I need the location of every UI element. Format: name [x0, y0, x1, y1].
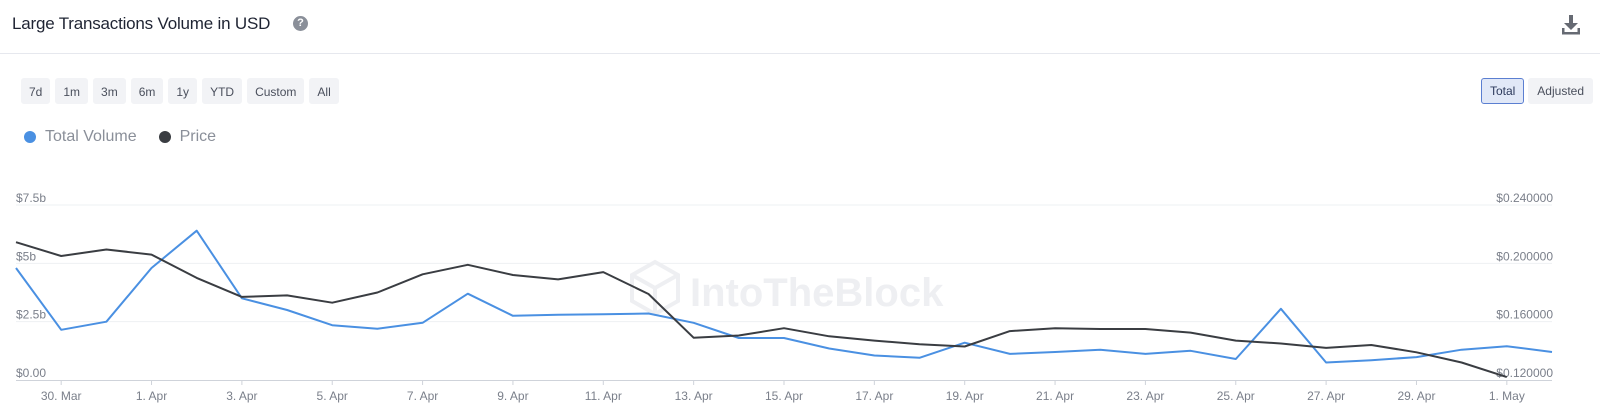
x-tick-label: 17. Apr — [855, 389, 893, 403]
chart-header: Large Transactions Volume in USD ? — [0, 0, 1600, 54]
x-tick-label: 25. Apr — [1217, 389, 1255, 403]
range-button-1m[interactable]: 1m — [55, 78, 89, 104]
price-line — [15, 241, 1508, 379]
download-icon[interactable] — [1561, 14, 1581, 36]
x-tick-label: 1. Apr — [136, 389, 167, 403]
y-left-tick-label: $7.5b — [16, 191, 46, 205]
legend-dot-total-volume — [24, 131, 36, 143]
range-button-7d[interactable]: 7d — [21, 78, 51, 104]
x-tick-label: 5. Apr — [317, 389, 348, 403]
watermark-text: IntoTheBlock — [690, 271, 944, 315]
x-tick-label: 3. Apr — [226, 389, 257, 403]
time-range-selector: 7d 1m 3m 6m 1y YTD Custom All — [21, 78, 339, 104]
x-tick-label: 19. Apr — [946, 389, 984, 403]
mode-button-adjusted[interactable]: Adjusted — [1528, 78, 1593, 104]
y-right-tick-label: $0.160000 — [1496, 308, 1553, 322]
grid-lines — [16, 204, 1552, 323]
y-right-tick-label: $0.200000 — [1496, 249, 1553, 263]
y-axis-right: $0.120000 $0.160000 $0.200000 $0.240000 — [1496, 191, 1553, 380]
y-axis-left: $0.00 $2.5b $5b $7.5b — [16, 191, 46, 380]
range-button-ytd[interactable]: YTD — [202, 78, 243, 104]
total-volume-line — [15, 229, 1553, 364]
y-left-tick-label: $5b — [16, 249, 36, 263]
legend-item-total-volume[interactable]: Total Volume — [24, 128, 137, 146]
y-left-tick-label: $0.00 — [16, 366, 46, 380]
y-left-tick-label: $2.5b — [16, 308, 46, 322]
range-button-3m[interactable]: 3m — [93, 78, 126, 104]
series-lines — [15, 229, 1553, 379]
question-circle-icon[interactable]: ? — [293, 16, 308, 31]
watermark: IntoTheBlock — [630, 259, 944, 317]
x-tick-label: 21. Apr — [1036, 389, 1074, 403]
mode-button-total[interactable]: Total — [1480, 78, 1525, 104]
x-tick-label: 13. Apr — [675, 389, 713, 403]
x-tick-label: 23. Apr — [1126, 389, 1164, 403]
x-tick-label: 30. Mar — [41, 389, 82, 403]
mode-selector: Total Adjusted — [1480, 78, 1593, 104]
x-tick-label: 9. Apr — [497, 389, 528, 403]
watermark-logo-icon — [630, 259, 680, 317]
legend-dot-price — [158, 131, 171, 143]
x-tick-label: 15. Apr — [765, 389, 803, 403]
x-tick-label: 1. May — [1489, 389, 1525, 403]
range-button-6m[interactable]: 6m — [130, 78, 164, 104]
legend-label-total-volume: Total Volume — [45, 128, 137, 145]
y-right-tick-label: $0.240000 — [1496, 191, 1553, 205]
x-tick-label: 7. Apr — [407, 389, 438, 403]
range-button-1y[interactable]: 1y — [168, 78, 198, 104]
range-button-custom[interactable]: Custom — [247, 78, 305, 104]
legend-item-price[interactable]: Price — [158, 128, 217, 146]
x-tick-label: 11. Apr — [585, 389, 622, 403]
x-tick-label: 27. Apr — [1307, 389, 1345, 403]
range-button-all[interactable]: All — [309, 78, 339, 104]
x-tick-label: 29. Apr — [1397, 389, 1435, 403]
y-right-tick-label: $0.120000 — [1496, 366, 1553, 380]
chart-legend: Total Volume Price — [24, 128, 216, 146]
x-axis: 30. Mar 1. Apr 3. Apr 5. Apr 7. Apr 9. Apr 11.… — [16, 380, 1552, 403]
chart-title: Large Transactions Volume in USD — [12, 14, 271, 33]
legend-label-price: Price — [179, 128, 217, 145]
